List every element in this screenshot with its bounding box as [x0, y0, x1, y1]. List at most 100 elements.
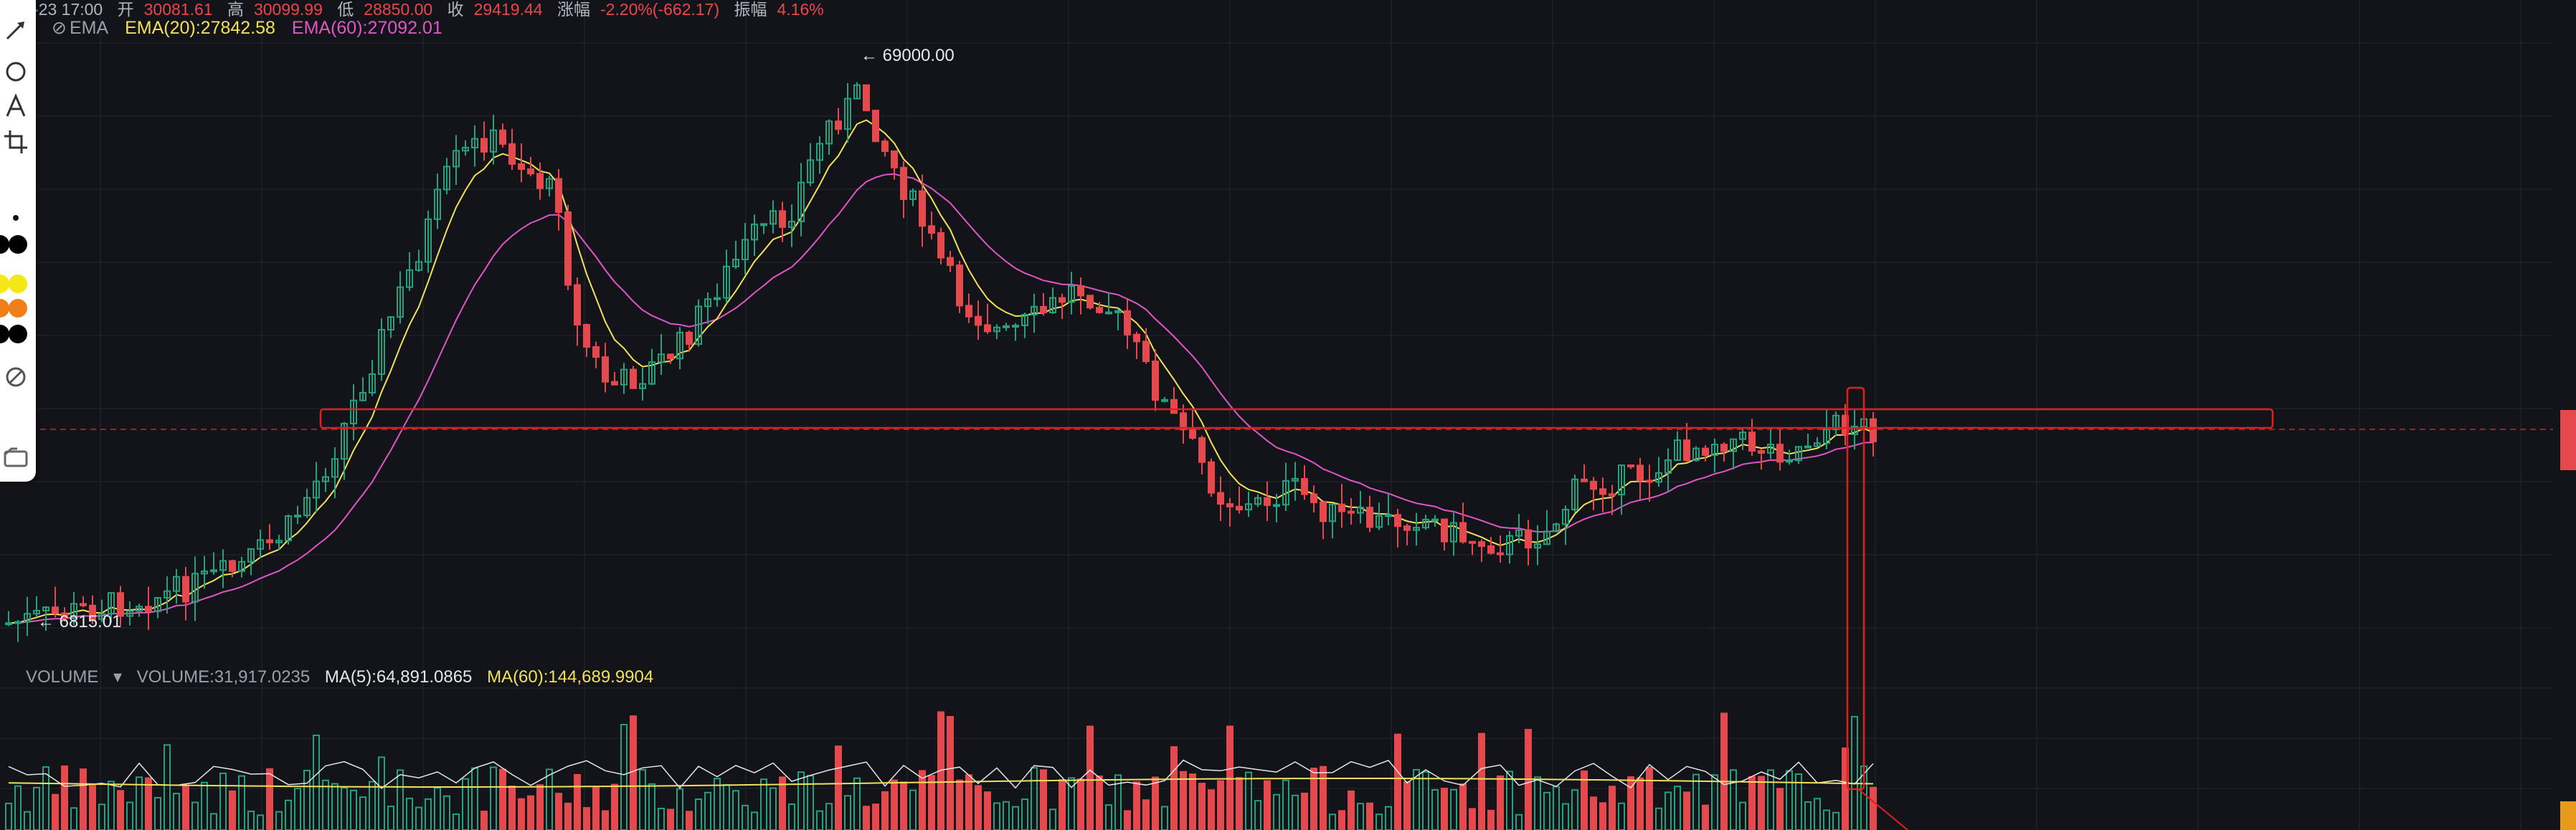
candle-body [145, 606, 152, 612]
candle-body [154, 596, 161, 612]
candle-body [490, 129, 497, 153]
candle-body [965, 305, 972, 318]
eye-icon[interactable]: ⊘ [52, 18, 67, 38]
color-swatch-orange[interactable] [9, 299, 27, 318]
candle-body [1198, 437, 1206, 463]
dot-icon[interactable] [3, 205, 29, 231]
color-swatch-half[interactable] [0, 235, 9, 254]
volume-bar [1562, 803, 1569, 830]
candle-body [1310, 493, 1317, 503]
text-icon[interactable] [3, 93, 29, 119]
volume-bar [61, 765, 68, 830]
candle-body [592, 346, 600, 358]
candle-body [1385, 514, 1392, 517]
candle-body [1431, 518, 1439, 522]
chevron-down-icon[interactable]: ▾ [113, 667, 123, 687]
candle-body [658, 353, 665, 363]
volume-bar [1086, 725, 1094, 830]
candle-body [956, 264, 963, 307]
volume-title[interactable]: VOLUME [26, 667, 99, 687]
candle-body [770, 210, 777, 225]
volume-bar [658, 807, 665, 830]
candle-body [480, 138, 488, 153]
volume-bar [1264, 780, 1271, 830]
candle-body [1133, 333, 1140, 343]
volume-bar [1329, 814, 1336, 830]
volume-bar [1609, 786, 1616, 830]
volume-bar [975, 785, 982, 830]
volume-bar [98, 803, 105, 830]
volume-bar [154, 796, 161, 830]
candle-body [546, 178, 553, 189]
price-axis-tag[interactable] [2560, 410, 2576, 470]
volume-ma5-path [8, 759, 1874, 789]
volume-bar [947, 715, 954, 830]
candle-body [1320, 501, 1327, 523]
vertical-box [1846, 386, 1865, 791]
volume-bar [1758, 776, 1765, 830]
color-swatch-half[interactable] [0, 325, 9, 343]
volume-bar [1077, 778, 1084, 830]
volume-bar [1823, 809, 1830, 830]
candle-body [630, 368, 637, 389]
low-value: 28850.00 [364, 0, 433, 19]
candle-body [1170, 399, 1178, 414]
color-swatch-black[interactable] [9, 235, 27, 254]
color-swatch-black-2[interactable] [9, 325, 27, 343]
crop-icon[interactable] [3, 129, 29, 155]
volume-bar [490, 766, 497, 830]
candle-body [201, 570, 208, 575]
candle-body [648, 361, 655, 385]
volume-bar [1814, 798, 1821, 830]
color-swatch-half[interactable] [0, 275, 9, 293]
volume-bar [1170, 746, 1178, 830]
folder-icon[interactable] [3, 444, 29, 470]
candle-body [1758, 450, 1765, 454]
volume-bar [1245, 771, 1252, 830]
change-label: 涨幅 [557, 0, 590, 19]
candle-body [425, 218, 432, 263]
candle-body [1870, 418, 1877, 442]
color-swatch-yellow[interactable] [9, 275, 27, 293]
indicator-name[interactable]: EMA [69, 18, 109, 38]
volume-bar [844, 795, 851, 830]
volume-bar [443, 795, 450, 830]
candle-body [117, 592, 124, 617]
candle-body [732, 259, 739, 267]
eraser-icon[interactable] [3, 364, 29, 390]
volume-bar [993, 802, 1000, 830]
volume-bar [1012, 806, 1019, 830]
volume-bar [1040, 769, 1047, 830]
volume-axis-tag[interactable] [2560, 801, 2576, 830]
candle-body [275, 540, 283, 543]
color-swatch-half[interactable] [0, 299, 9, 318]
volume-bar [611, 783, 618, 830]
amplitude-label: 振幅 [734, 0, 767, 19]
volume-bar [835, 745, 842, 830]
candle-body [1543, 530, 1550, 545]
volume-bar [1534, 776, 1541, 830]
arrow-icon[interactable] [3, 17, 29, 43]
candle-body [1674, 439, 1681, 461]
volume-bar [1870, 786, 1877, 830]
candle-body [555, 178, 562, 213]
volume-bar [1618, 802, 1625, 830]
candle-body [5, 622, 12, 626]
circle-icon[interactable] [3, 59, 29, 85]
candle-body [341, 422, 348, 460]
candle-body [1599, 488, 1606, 495]
volume-bar [919, 770, 926, 830]
volume-bar [173, 793, 180, 830]
volume-bar [499, 768, 506, 830]
candle-body [1031, 305, 1038, 316]
candle-body [350, 399, 357, 424]
candle-body [1366, 507, 1373, 528]
volume-bar [1375, 814, 1383, 830]
volume-bar [1403, 781, 1411, 830]
volume-bar [984, 791, 991, 830]
volume-bar [1142, 799, 1150, 830]
candle-body [844, 97, 851, 130]
volume-bar [751, 811, 758, 830]
volume-ma-lines [8, 759, 1874, 789]
